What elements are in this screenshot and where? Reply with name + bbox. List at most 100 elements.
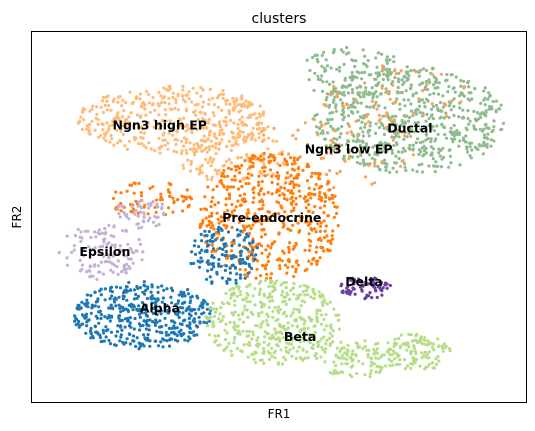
- scatter-point: [239, 250, 242, 253]
- scatter-point: [275, 200, 278, 203]
- scatter-point: [273, 328, 276, 331]
- scatter-point: [143, 108, 146, 111]
- scatter-point: [195, 150, 198, 153]
- scatter-point: [243, 273, 246, 276]
- scatter-point: [291, 311, 294, 314]
- scatter-point: [393, 357, 396, 360]
- scatter-point: [129, 288, 132, 291]
- scatter-point: [407, 74, 410, 77]
- scatter-point: [376, 165, 379, 168]
- scatter-point: [356, 161, 359, 164]
- cluster-label: Ductal: [387, 121, 432, 136]
- scatter-point: [371, 157, 374, 160]
- scatter-point: [444, 346, 447, 349]
- scatter-point: [435, 104, 438, 107]
- scatter-point: [255, 344, 258, 347]
- scatter-point: [255, 339, 258, 342]
- scatter-point: [337, 356, 340, 359]
- scatter-point: [122, 133, 125, 136]
- scatter-point: [397, 86, 400, 89]
- scatter-point: [230, 168, 233, 171]
- scatter-point: [409, 86, 412, 89]
- scatter-point: [273, 157, 276, 160]
- scatter-point: [188, 331, 191, 334]
- scatter-point: [279, 204, 282, 207]
- cluster-label: Ngn3 low EP: [305, 141, 393, 156]
- scatter-point: [269, 246, 272, 249]
- scatter-point: [188, 317, 191, 320]
- scatter-point: [98, 228, 101, 231]
- scatter-point: [365, 65, 368, 68]
- scatter-point: [320, 313, 323, 316]
- scatter-point: [442, 125, 445, 128]
- scatter-point: [95, 300, 98, 303]
- scatter-point: [245, 153, 248, 156]
- scatter-point: [360, 77, 363, 80]
- scatter-point: [371, 86, 374, 89]
- scatter-point: [307, 203, 310, 206]
- scatter-point: [457, 145, 460, 148]
- scatter-point: [365, 105, 368, 108]
- scatter-point: [230, 249, 233, 252]
- scatter-point: [208, 118, 211, 121]
- scatter-point: [202, 88, 205, 91]
- scatter-point: [197, 308, 200, 311]
- scatter-point: [97, 332, 100, 335]
- scatter-point: [203, 300, 206, 303]
- scatter-point: [85, 270, 88, 273]
- scatter-point: [262, 347, 265, 350]
- scatter-point: [421, 89, 424, 92]
- scatter-point: [198, 316, 201, 319]
- scatter-point: [141, 343, 144, 346]
- scatter-point: [318, 191, 321, 194]
- scatter-point: [132, 262, 135, 265]
- scatter-point: [419, 141, 422, 144]
- scatter-point: [282, 356, 285, 359]
- scatter-point: [298, 308, 301, 311]
- scatter-point: [187, 204, 190, 207]
- cluster-label: Beta: [284, 329, 316, 344]
- scatter-point: [373, 162, 376, 165]
- scatter-point: [285, 281, 288, 284]
- scatter-point: [315, 251, 318, 254]
- scatter-point: [239, 258, 242, 261]
- scatter-point: [375, 84, 378, 87]
- scatter-point: [388, 58, 391, 61]
- scatter-point: [312, 89, 315, 92]
- scatter-point: [155, 203, 158, 206]
- scatter-point: [415, 333, 418, 336]
- scatter-point: [137, 222, 140, 225]
- scatter-point: [328, 169, 331, 172]
- scatter-point: [355, 372, 358, 375]
- scatter-point: [354, 293, 357, 296]
- scatter-point: [288, 251, 291, 254]
- scatter-point: [335, 212, 338, 215]
- cluster-label: Delta: [345, 274, 383, 289]
- scatter-point: [401, 91, 404, 94]
- scatter-point: [231, 287, 234, 290]
- scatter-point: [318, 309, 321, 312]
- scatter-point: [498, 107, 501, 110]
- scatter-point: [293, 308, 296, 311]
- scatter-point: [260, 252, 263, 255]
- scatter-point: [414, 70, 417, 73]
- scatter-point: [304, 121, 307, 124]
- scatter-point: [332, 372, 335, 375]
- scatter-point: [395, 72, 398, 75]
- scatter-point: [261, 358, 264, 361]
- scatter-point: [351, 71, 354, 74]
- scatter-point: [369, 372, 372, 375]
- scatter-point: [465, 147, 468, 150]
- scatter-point: [252, 333, 255, 336]
- scatter-point: [288, 241, 291, 244]
- scatter-point: [217, 148, 220, 151]
- scatter-point: [133, 317, 136, 320]
- scatter-point: [319, 132, 322, 135]
- scatter-point: [384, 106, 387, 109]
- scatter-point: [383, 353, 386, 356]
- scatter-point: [256, 246, 259, 249]
- scatter-point: [208, 145, 211, 148]
- scatter-point: [116, 111, 119, 114]
- scatter-point: [453, 124, 456, 127]
- scatter-point: [443, 102, 446, 105]
